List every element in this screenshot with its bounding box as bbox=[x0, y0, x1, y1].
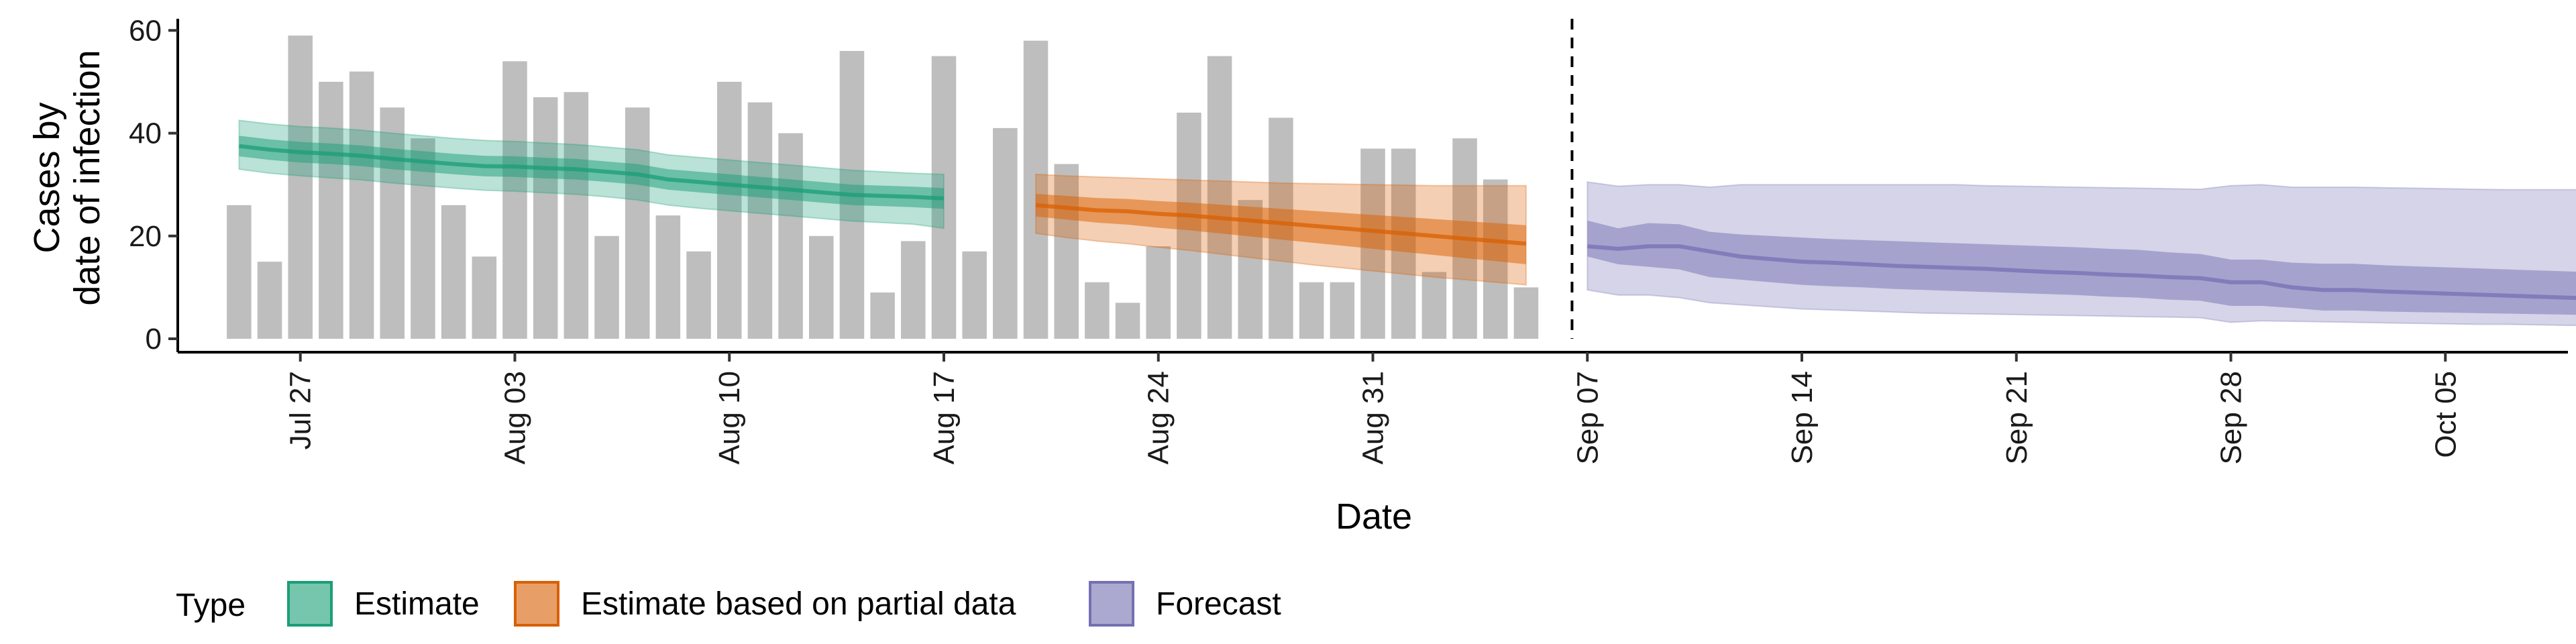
case-bar bbox=[993, 127, 1018, 339]
case-bar bbox=[349, 71, 374, 339]
case-bar bbox=[1115, 303, 1140, 339]
x-tick-label: Jul 27 bbox=[284, 371, 317, 449]
legend-title: Type bbox=[176, 588, 246, 623]
case-bar bbox=[441, 205, 466, 339]
case-bar bbox=[716, 81, 742, 339]
legend: Type Estimate Estimate based on partial d… bbox=[176, 581, 1281, 627]
estimate-based-on-partial-data-inner-band bbox=[1036, 194, 1526, 264]
case-bar bbox=[227, 205, 252, 339]
case-bar bbox=[319, 81, 343, 339]
case-bar bbox=[1207, 56, 1232, 339]
y-tick-label: 0 bbox=[146, 323, 162, 356]
legend-swatch bbox=[514, 581, 559, 627]
case-bar bbox=[870, 292, 895, 339]
x-tick-label: Aug 31 bbox=[1357, 371, 1390, 464]
case-bar bbox=[655, 215, 681, 339]
x-tick-label: Sep 21 bbox=[2000, 371, 2033, 464]
case-bar bbox=[1421, 272, 1447, 339]
case-bar bbox=[502, 61, 527, 339]
case-bar bbox=[901, 241, 926, 339]
legend-swatch bbox=[1089, 581, 1134, 627]
x-axis-ticks: Jul 27 Aug 03 Aug 10 Aug 17 Aug 24 Aug 31 Sep … bbox=[284, 352, 2462, 464]
x-tick-label: Aug 03 bbox=[499, 371, 532, 464]
legend-label: Estimate based on partial data bbox=[581, 586, 1016, 622]
y-axis-ticks: 0 20 40 60 bbox=[129, 14, 178, 356]
case-bar bbox=[533, 97, 558, 339]
estimate-based-on-partial-data-median-line bbox=[1035, 203, 1527, 246]
case-bar bbox=[257, 262, 282, 339]
estimate-bands bbox=[238, 119, 2576, 327]
y-tick-label: 20 bbox=[129, 220, 162, 253]
y-tick-label: 40 bbox=[129, 117, 162, 150]
y-tick-label: 60 bbox=[129, 14, 162, 47]
x-tick-label: Sep 07 bbox=[1571, 371, 1604, 464]
case-bar bbox=[1054, 164, 1079, 339]
case-bar bbox=[472, 256, 497, 339]
forecast-median-line bbox=[1587, 244, 2576, 301]
y-axis-title: Cases by date of infection bbox=[27, 50, 107, 305]
case-bar bbox=[1085, 282, 1110, 339]
case-bar bbox=[1330, 282, 1355, 339]
case-bar bbox=[1299, 282, 1324, 339]
case-bar bbox=[594, 235, 619, 339]
case-bar bbox=[564, 92, 589, 339]
y-axis-title-line-2: date of infection bbox=[67, 50, 107, 305]
y-axis-title-line-1: Cases by bbox=[27, 102, 67, 253]
case-bar bbox=[1023, 40, 1049, 339]
x-tick-label: Aug 24 bbox=[1142, 371, 1175, 464]
legend-label: Forecast bbox=[1156, 586, 1281, 622]
case-bar bbox=[808, 235, 834, 339]
x-tick-label: Oct 05 bbox=[2429, 371, 2462, 458]
legend-label: Estimate bbox=[354, 586, 480, 622]
legend-swatch bbox=[287, 581, 333, 627]
case-bar bbox=[1513, 287, 1539, 339]
case-bars bbox=[227, 35, 1539, 339]
estimate-median-line bbox=[239, 144, 945, 201]
case-bar bbox=[288, 35, 313, 339]
case-bar bbox=[380, 107, 405, 339]
case-bar bbox=[1146, 246, 1171, 339]
x-tick-label: Aug 10 bbox=[713, 371, 746, 464]
axes: 0 20 40 60 Jul 27 Aug 03 Aug 10 Aug 17 Aug 24 Au… bbox=[129, 14, 2568, 464]
case-bar bbox=[747, 102, 773, 339]
case-bar bbox=[686, 251, 711, 339]
x-tick-label: Sep 28 bbox=[2215, 371, 2248, 464]
x-axis-title: Date bbox=[1336, 496, 1412, 537]
case-bar bbox=[625, 107, 650, 339]
x-tick-label: Aug 17 bbox=[928, 371, 961, 464]
x-tick-label: Sep 14 bbox=[1786, 371, 1819, 464]
legend-items: Estimate Estimate based on partial data Fo… bbox=[287, 581, 1281, 627]
case-bar bbox=[778, 133, 803, 339]
case-bar bbox=[962, 251, 987, 339]
